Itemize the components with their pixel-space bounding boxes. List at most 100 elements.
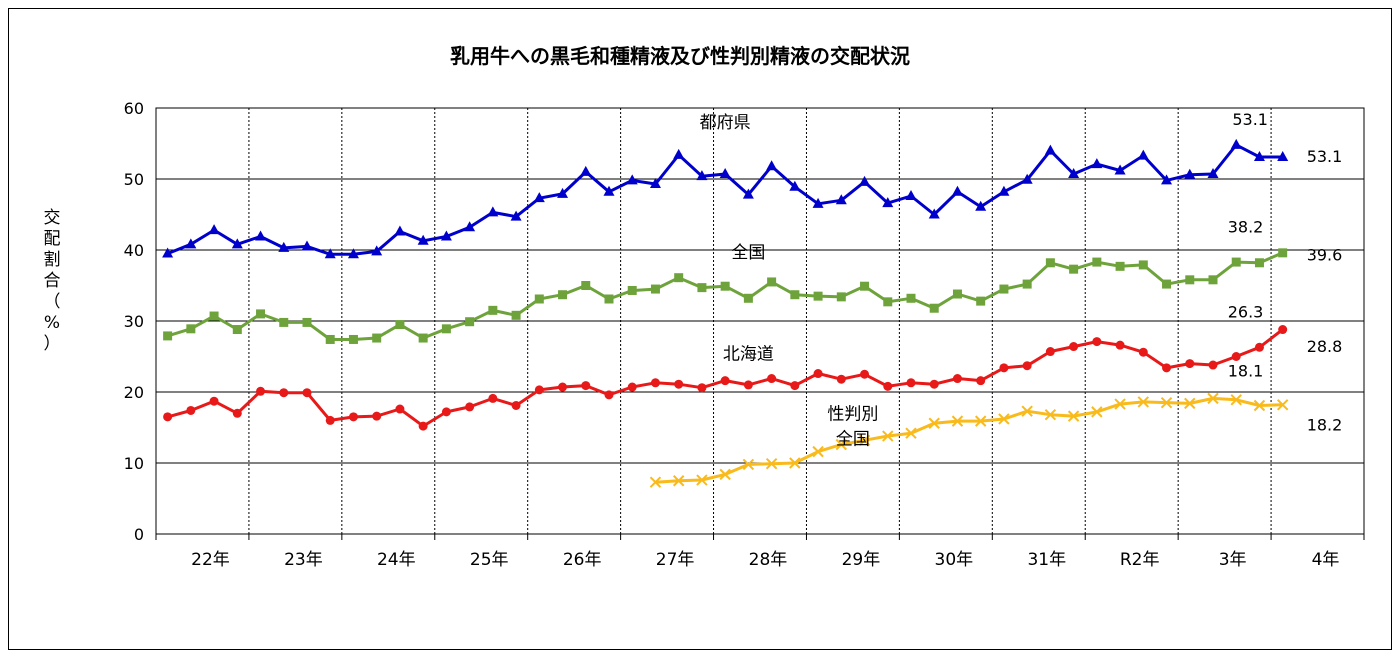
data-point bbox=[256, 309, 266, 319]
series-label: 北海道 bbox=[723, 344, 774, 364]
data-point bbox=[882, 430, 894, 442]
data-point bbox=[441, 324, 451, 334]
data-point bbox=[859, 175, 871, 186]
data-point bbox=[1137, 396, 1150, 408]
data-point bbox=[1022, 361, 1032, 371]
y-axis-label-char: 交 bbox=[43, 208, 61, 228]
data-label: 18.1 bbox=[1228, 361, 1264, 380]
data-point bbox=[395, 404, 405, 414]
data-point bbox=[767, 374, 777, 384]
data-point bbox=[604, 390, 614, 400]
y-axis-label-char: （ bbox=[43, 292, 61, 312]
data-point bbox=[1091, 406, 1103, 418]
data-label: 28.8 bbox=[1307, 337, 1343, 356]
data-point bbox=[1184, 168, 1196, 179]
data-point bbox=[929, 379, 939, 389]
x-tick-label: 31年 bbox=[1027, 550, 1066, 570]
data-point bbox=[790, 290, 800, 300]
data-point bbox=[533, 192, 545, 203]
data-point bbox=[720, 281, 730, 291]
data-point bbox=[1022, 279, 1032, 289]
data-point bbox=[626, 174, 638, 185]
data-point bbox=[1254, 342, 1264, 352]
x-tick-label: 24年 bbox=[377, 550, 416, 570]
data-point bbox=[860, 369, 870, 379]
data-point bbox=[418, 333, 428, 343]
plot-area bbox=[155, 107, 1365, 535]
data-point bbox=[347, 248, 359, 259]
data-point bbox=[1161, 174, 1173, 185]
data-point bbox=[1253, 150, 1265, 161]
x-tick-label: 29年 bbox=[842, 550, 881, 570]
y-tick-label: 10 bbox=[124, 454, 144, 473]
series-line bbox=[167, 251, 1284, 341]
data-point bbox=[719, 168, 731, 179]
y-tick-label: 30 bbox=[124, 312, 144, 331]
data-point bbox=[278, 241, 290, 252]
data-label: 39.6 bbox=[1307, 246, 1343, 265]
data-point bbox=[1045, 258, 1055, 268]
data-point bbox=[951, 185, 963, 196]
data-point bbox=[697, 283, 707, 293]
data-point bbox=[976, 376, 986, 386]
data-point bbox=[813, 291, 823, 301]
data-point bbox=[604, 294, 614, 304]
data-point bbox=[650, 284, 660, 294]
data-point bbox=[976, 296, 986, 306]
data-point bbox=[627, 382, 637, 392]
data-point bbox=[906, 293, 916, 303]
data-point bbox=[488, 393, 498, 403]
x-tick-label: 30年 bbox=[935, 550, 974, 570]
data-point bbox=[1162, 363, 1172, 373]
y-axis-label-char: 合 bbox=[43, 271, 61, 291]
data-point bbox=[696, 170, 708, 181]
data-point bbox=[232, 408, 242, 418]
y-axis-label-char: 配 bbox=[43, 229, 61, 249]
y-tick-label: 60 bbox=[124, 99, 144, 118]
data-point bbox=[163, 412, 173, 422]
data-point bbox=[1230, 394, 1242, 406]
data-point bbox=[1254, 258, 1264, 268]
data-point bbox=[325, 415, 335, 425]
data-label: 26.3 bbox=[1228, 302, 1264, 321]
data-point bbox=[1069, 264, 1079, 274]
data-point bbox=[650, 378, 660, 388]
data-point bbox=[348, 412, 358, 422]
chart-frame bbox=[8, 8, 1392, 650]
data-point bbox=[767, 277, 777, 287]
data-label: 38.2 bbox=[1228, 217, 1264, 236]
data-point bbox=[1208, 275, 1218, 285]
data-point bbox=[488, 305, 498, 315]
x-tick-label: R2年 bbox=[1120, 550, 1160, 570]
series-label: 性判別 bbox=[827, 405, 878, 425]
data-point bbox=[883, 381, 893, 391]
x-tick-label: 3年 bbox=[1219, 550, 1247, 570]
data-point bbox=[789, 180, 801, 191]
x-tick-label: 22年 bbox=[191, 550, 230, 570]
chart-title: 乳用牛への黒毛和種精液及び性判別精液の交配状況 bbox=[450, 44, 910, 68]
data-point bbox=[1115, 261, 1125, 271]
data-point bbox=[1162, 279, 1172, 289]
x-tick-label: 27年 bbox=[656, 550, 695, 570]
data-point bbox=[1115, 340, 1125, 350]
data-point bbox=[836, 292, 846, 302]
data-point bbox=[1114, 164, 1126, 175]
data-label: 18.2 bbox=[1307, 415, 1343, 434]
data-point bbox=[348, 334, 358, 344]
data-point bbox=[720, 376, 730, 386]
data-point bbox=[951, 415, 964, 427]
data-point bbox=[813, 369, 823, 379]
y-axis-label-char: ） bbox=[43, 334, 61, 354]
data-point bbox=[672, 475, 685, 487]
x-tick-label: 4年 bbox=[1312, 550, 1340, 570]
data-point bbox=[417, 234, 429, 245]
data-point bbox=[1092, 257, 1102, 267]
data-point bbox=[209, 396, 219, 406]
data-point bbox=[1091, 158, 1103, 169]
data-point bbox=[1092, 337, 1102, 347]
data-point bbox=[163, 331, 173, 341]
data-point bbox=[766, 160, 778, 171]
data-point bbox=[882, 197, 894, 208]
data-point bbox=[581, 381, 591, 391]
data-point bbox=[395, 320, 405, 330]
